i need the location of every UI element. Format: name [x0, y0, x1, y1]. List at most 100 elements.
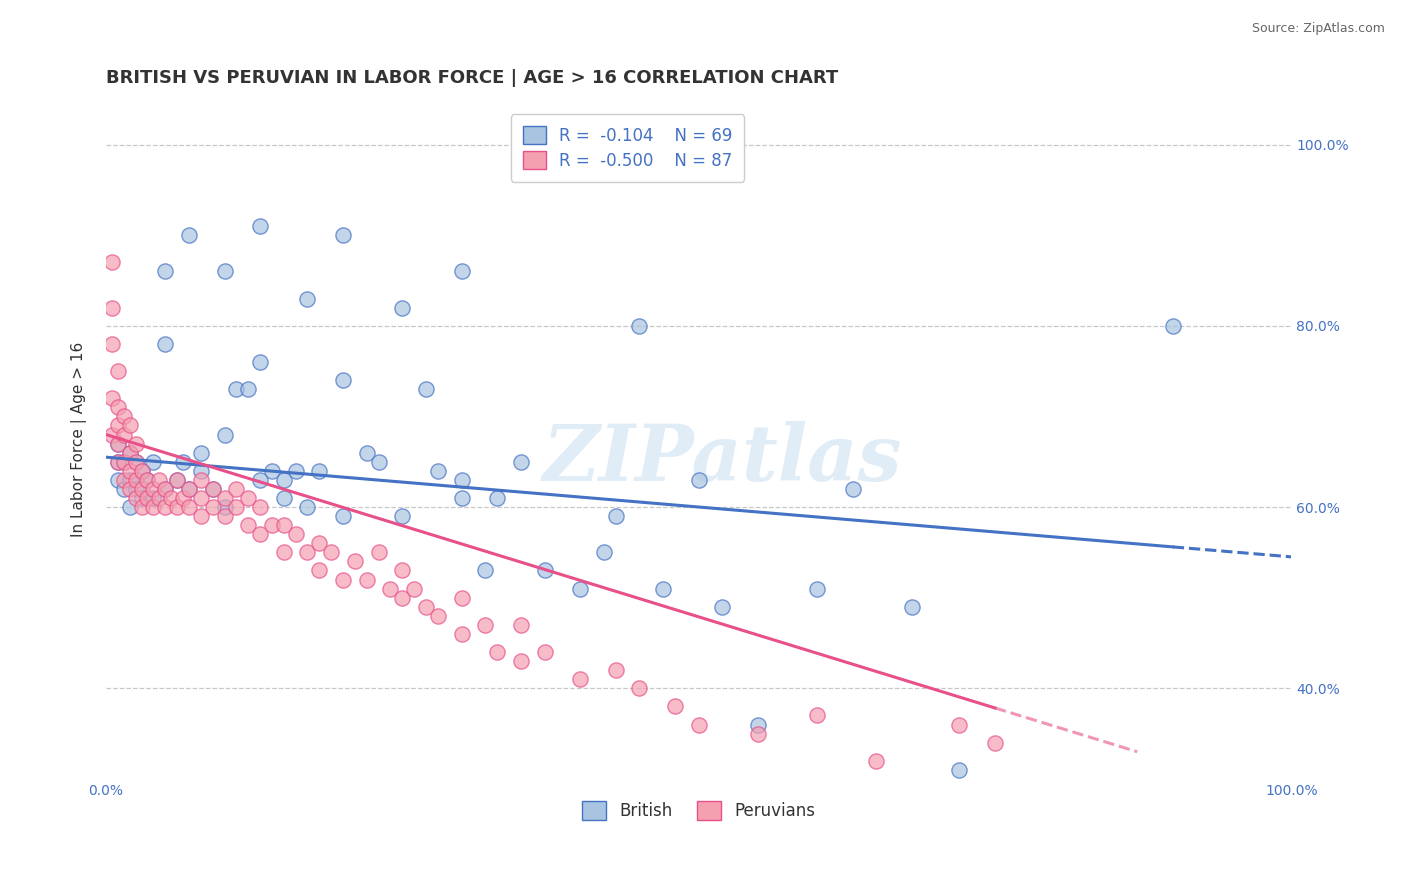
Point — [107, 473, 129, 487]
Point — [948, 763, 970, 777]
Point — [628, 318, 651, 333]
Point — [273, 491, 295, 505]
Point — [124, 455, 146, 469]
Point — [948, 717, 970, 731]
Point — [533, 645, 555, 659]
Point — [166, 500, 188, 514]
Point — [367, 545, 389, 559]
Point — [806, 582, 828, 596]
Point — [136, 491, 159, 505]
Point — [118, 445, 141, 459]
Point — [901, 599, 924, 614]
Point — [391, 591, 413, 605]
Point — [284, 527, 307, 541]
Point — [118, 482, 141, 496]
Point — [747, 726, 769, 740]
Point — [190, 464, 212, 478]
Point — [605, 509, 627, 524]
Point — [474, 617, 496, 632]
Point — [509, 617, 531, 632]
Point — [155, 482, 177, 496]
Point — [177, 482, 200, 496]
Point — [297, 292, 319, 306]
Point — [155, 264, 177, 278]
Point — [166, 473, 188, 487]
Point — [214, 264, 236, 278]
Point — [984, 736, 1007, 750]
Point — [628, 681, 651, 696]
Point — [297, 545, 319, 559]
Point — [201, 500, 224, 514]
Point — [238, 518, 260, 533]
Point — [101, 391, 124, 405]
Point — [332, 228, 354, 243]
Point — [415, 382, 437, 396]
Point — [450, 473, 472, 487]
Point — [308, 564, 330, 578]
Point — [142, 482, 165, 496]
Point — [201, 482, 224, 496]
Point — [260, 518, 283, 533]
Point — [107, 418, 129, 433]
Point — [356, 445, 378, 459]
Y-axis label: In Labor Force | Age > 16: In Labor Force | Age > 16 — [72, 342, 87, 537]
Point — [124, 436, 146, 450]
Point — [260, 464, 283, 478]
Point — [142, 500, 165, 514]
Point — [118, 473, 141, 487]
Point — [190, 473, 212, 487]
Point — [486, 645, 509, 659]
Point — [1161, 318, 1184, 333]
Point — [172, 491, 194, 505]
Point — [652, 582, 675, 596]
Point — [172, 455, 194, 469]
Point — [664, 699, 686, 714]
Point — [225, 382, 247, 396]
Text: BRITISH VS PERUVIAN IN LABOR FORCE | AGE > 16 CORRELATION CHART: BRITISH VS PERUVIAN IN LABOR FORCE | AGE… — [105, 69, 838, 87]
Point — [118, 464, 141, 478]
Point — [569, 672, 592, 686]
Point — [273, 518, 295, 533]
Point — [509, 654, 531, 668]
Point — [284, 464, 307, 478]
Point — [391, 564, 413, 578]
Point — [380, 582, 402, 596]
Point — [101, 255, 124, 269]
Point — [107, 401, 129, 415]
Point — [711, 599, 734, 614]
Point — [101, 427, 124, 442]
Text: ZIPatlas: ZIPatlas — [543, 421, 903, 498]
Point — [107, 436, 129, 450]
Point — [118, 418, 141, 433]
Point — [118, 500, 141, 514]
Point — [297, 500, 319, 514]
Point — [124, 473, 146, 487]
Point — [148, 491, 170, 505]
Point — [474, 564, 496, 578]
Point — [214, 427, 236, 442]
Point — [249, 355, 271, 369]
Point — [177, 482, 200, 496]
Point — [124, 455, 146, 469]
Point — [112, 455, 135, 469]
Point — [404, 582, 426, 596]
Point — [273, 473, 295, 487]
Point — [131, 482, 153, 496]
Point — [426, 464, 449, 478]
Point — [107, 364, 129, 378]
Point — [332, 573, 354, 587]
Point — [605, 663, 627, 677]
Point — [486, 491, 509, 505]
Point — [391, 509, 413, 524]
Point — [688, 717, 710, 731]
Point — [118, 445, 141, 459]
Point — [155, 482, 177, 496]
Point — [842, 482, 865, 496]
Point — [450, 627, 472, 641]
Point — [112, 427, 135, 442]
Point — [148, 473, 170, 487]
Point — [308, 536, 330, 550]
Point — [391, 301, 413, 315]
Point — [107, 436, 129, 450]
Point — [112, 455, 135, 469]
